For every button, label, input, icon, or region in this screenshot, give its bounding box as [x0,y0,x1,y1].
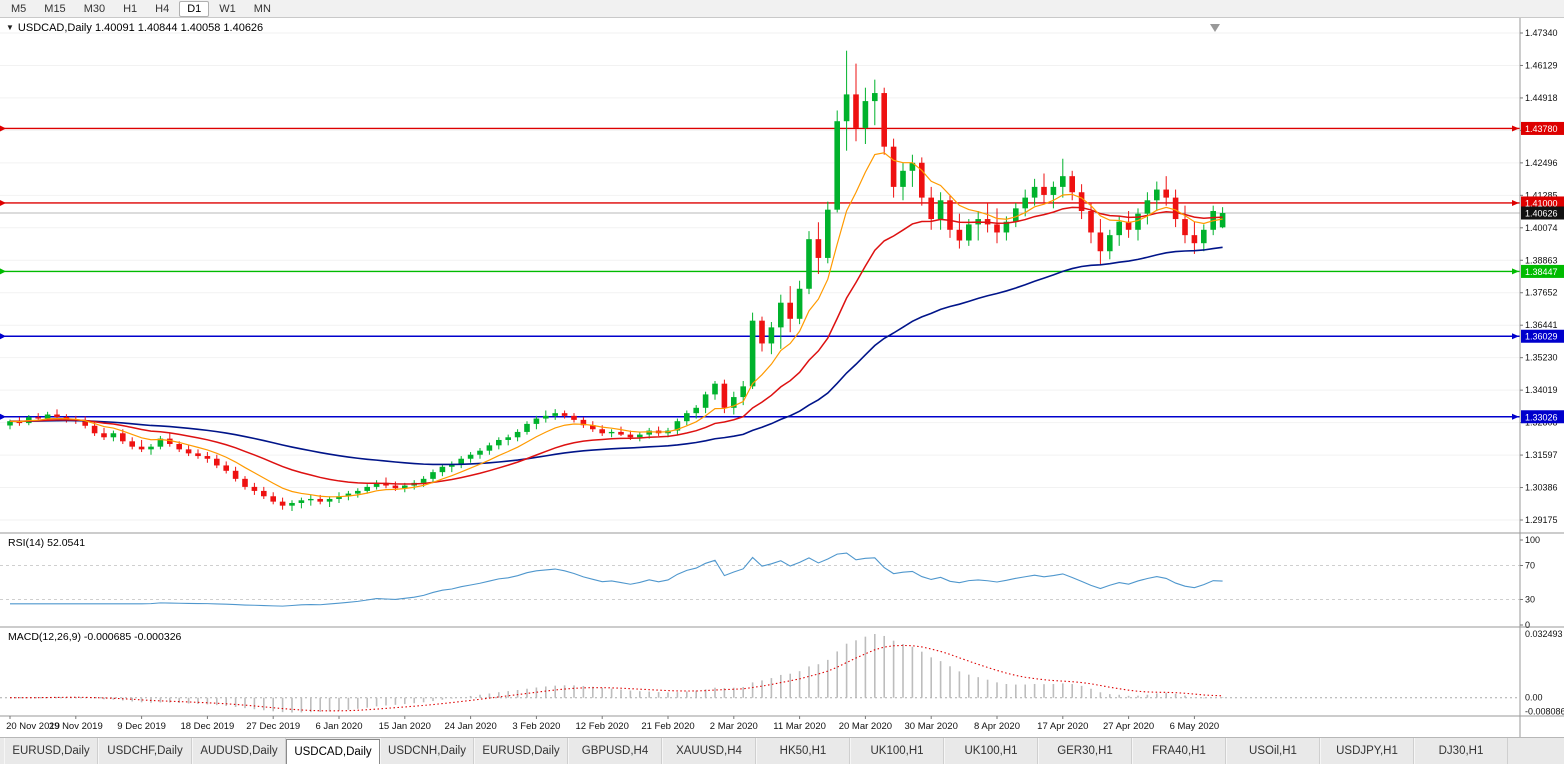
macd-signal-line [9,644,1223,712]
timeframe-button-M5[interactable]: M5 [11,2,27,15]
rsi-line [10,552,1223,607]
symbol-tab-XAUUSD-H4[interactable]: XAUUSD,H4 [662,738,756,764]
price-badge-1.38447: 1.38447 [1521,264,1564,278]
symbol-tab-GER30-H1[interactable]: GER30,H1 [1038,738,1132,764]
chart-menu-caret-icon[interactable]: ▼ [6,23,14,32]
horizontal-line-1.33026[interactable] [0,413,1520,420]
svg-text:1.29175: 1.29175 [1525,515,1558,525]
svg-text:30 Mar 2020: 30 Mar 2020 [905,721,958,732]
svg-text:2 Mar 2020: 2 Mar 2020 [710,721,758,732]
svg-text:27 Dec 2019: 27 Dec 2019 [246,721,300,732]
price-chart-canvas[interactable]: 1.473401.461291.449181.437071.424961.412… [0,18,1564,737]
timeframe-button-W1[interactable]: W1 [219,2,236,15]
svg-text:8 Apr 2020: 8 Apr 2020 [974,721,1020,732]
symbol-tab-UK100-H1[interactable]: UK100,H1 [850,738,944,764]
symbol-tab-EURUSD-Daily[interactable]: EURUSD,Daily [4,738,98,764]
horizontal-line-1.38447[interactable] [0,268,1520,275]
symbol-tab-AUDUSD-Daily[interactable]: AUDUSD,Daily [192,738,286,764]
timeframe-button-M30[interactable]: M30 [83,2,106,15]
symbol-tab-USDCNH-Daily[interactable]: USDCNH,Daily [380,738,474,764]
svg-text:70: 70 [1525,561,1535,571]
svg-text:3 Feb 2020: 3 Feb 2020 [512,721,560,732]
timeframe-button-H1[interactable]: H1 [123,2,138,15]
svg-text:1.34019: 1.34019 [1525,385,1558,395]
symbol-tab-DJ30-H1[interactable]: DJ30,H1 [1414,738,1508,764]
svg-text:30: 30 [1525,595,1535,605]
price-badge-1.33026: 1.33026 [1521,410,1564,424]
svg-text:1.46129: 1.46129 [1525,60,1558,70]
svg-text:1.30386: 1.30386 [1525,483,1558,493]
svg-text:18 Dec 2019: 18 Dec 2019 [180,721,234,732]
svg-text:0.032493: 0.032493 [1525,629,1563,639]
symbol-tab-bar: EURUSD,Daily USDCHF,Daily AUDUSD,Daily USDC… [0,737,1564,764]
svg-text:1.41000: 1.41000 [1525,198,1558,208]
price-badge-1.36029: 1.36029 [1521,329,1564,343]
symbol-tab-USDJPY-H1[interactable]: USDJPY,H1 [1320,738,1414,764]
svg-text:1.37652: 1.37652 [1525,288,1558,298]
symbol-tab-USOil-H1[interactable]: USOil,H1 [1226,738,1320,764]
price-grid [0,32,1520,521]
svg-text:1.38447: 1.38447 [1525,267,1558,277]
svg-text:20 Nov 2019: 20 Nov 2019 [6,721,60,732]
svg-text:6 Jan 2020: 6 Jan 2020 [315,721,362,732]
svg-text:27 Apr 2020: 27 Apr 2020 [1103,721,1154,732]
chart-shift-marker-icon[interactable] [1210,24,1220,32]
timeframe-button-H4[interactable]: H4 [155,2,170,15]
symbol-tab-USDCAD-Daily[interactable]: USDCAD,Daily [286,739,380,764]
svg-text:1.44918: 1.44918 [1525,93,1558,103]
candles [7,50,1226,512]
svg-text:1.31597: 1.31597 [1525,450,1558,460]
svg-text:21 Feb 2020: 21 Feb 2020 [641,721,694,732]
symbol-tab-EURUSD-Daily[interactable]: EURUSD,Daily [474,738,568,764]
ma-fast-line [9,152,1223,498]
svg-text:1.36441: 1.36441 [1525,320,1558,330]
svg-text:17 Apr 2020: 17 Apr 2020 [1037,721,1088,732]
svg-text:29 Nov 2019: 29 Nov 2019 [49,721,103,732]
timeframe-toolbar: M5 M15 M30 H1 H4 D1 W1 MN [0,0,1564,18]
horizontal-line-1.41000[interactable] [0,199,1520,206]
chart-area[interactable]: 1.473401.461291.449181.437071.424961.412… [0,18,1564,737]
svg-text:1.35230: 1.35230 [1525,353,1558,363]
current-price-badge: 1.40626 [1521,206,1564,220]
symbol-tab-USDCHF-Daily[interactable]: USDCHF,Daily [98,738,192,764]
ma-slow-line [9,246,1223,466]
symbol-tab-HK50-H1[interactable]: HK50,H1 [756,738,850,764]
svg-text:15 Jan 2020: 15 Jan 2020 [379,721,431,732]
symbol-tab-GBPUSD-H4[interactable]: GBPUSD,H4 [568,738,662,764]
svg-text:100: 100 [1525,535,1540,545]
price-badge-1.41000: 1.41000 [1521,196,1564,210]
timeframe-button-MN[interactable]: MN [253,2,271,15]
svg-text:11 Mar 2020: 11 Mar 2020 [773,721,826,732]
svg-text:1.36029: 1.36029 [1525,332,1558,342]
svg-text:0.00: 0.00 [1525,693,1543,703]
svg-text:24 Jan 2020: 24 Jan 2020 [444,721,496,732]
svg-text:20 Mar 2020: 20 Mar 2020 [839,721,892,732]
svg-text:1.41285: 1.41285 [1525,190,1558,200]
timeframe-button-D1[interactable]: D1 [179,0,210,17]
svg-text:9 Dec 2019: 9 Dec 2019 [117,721,166,732]
svg-text:6 May 2020: 6 May 2020 [1170,721,1220,732]
price-badge-1.43780: 1.43780 [1521,121,1564,135]
svg-text:1.47340: 1.47340 [1525,28,1558,38]
ma-mid-line [9,206,1223,485]
macd-histogram [18,634,1224,713]
svg-text:12 Feb 2020: 12 Feb 2020 [576,721,629,732]
symbol-tab-UK100-H1[interactable]: UK100,H1 [944,738,1038,764]
svg-text:-0.008086: -0.008086 [1525,707,1564,717]
svg-text:1.43780: 1.43780 [1525,124,1558,134]
svg-text:0: 0 [1525,620,1530,630]
svg-text:1.33026: 1.33026 [1525,412,1558,422]
svg-text:1.42496: 1.42496 [1525,158,1558,168]
svg-text:1.40626: 1.40626 [1525,209,1558,219]
svg-text:1.40074: 1.40074 [1525,223,1558,233]
svg-text:1.38863: 1.38863 [1525,255,1558,265]
horizontal-line-1.43780[interactable] [0,125,1520,132]
symbol-tab-FRA40-H1[interactable]: FRA40,H1 [1132,738,1226,764]
timeframe-button-M15[interactable]: M15 [44,2,66,15]
